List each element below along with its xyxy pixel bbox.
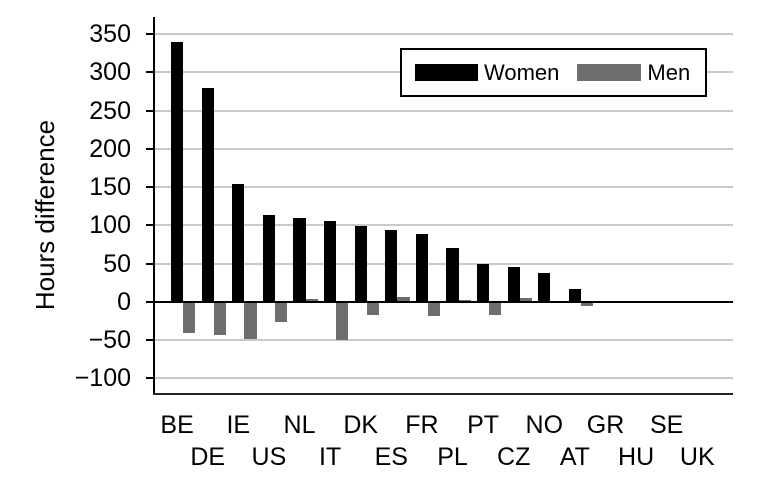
bar-women-be: [171, 41, 184, 302]
legend-swatch-women: [415, 64, 478, 81]
x-axis-spine: [152, 392, 733, 395]
x-tick-label-dk: DK: [343, 411, 379, 439]
bar-women-nl: [293, 217, 306, 302]
y-axis-line: [152, 17, 155, 395]
x-tick-label-it: IT: [318, 443, 342, 471]
x-tick-label-gr: GR: [586, 411, 625, 439]
y-tick-label: 100: [89, 211, 131, 240]
x-tick-label-fr: FR: [405, 411, 439, 439]
y-tick-label: 0: [117, 287, 131, 316]
bar-men-dk: [366, 301, 379, 316]
bar-men-it: [336, 301, 349, 340]
gridline: [154, 33, 733, 35]
x-tick-label-no: NO: [525, 411, 564, 439]
y-tick-label: 50: [103, 249, 131, 278]
y-tick-mark: [146, 300, 154, 303]
gridline: [154, 377, 733, 380]
bar-women-no: [538, 272, 551, 302]
y-tick-label: 150: [89, 173, 131, 201]
x-tick-label-ie: IE: [226, 411, 251, 439]
y-tick-mark: [146, 262, 154, 265]
gridline: [154, 186, 733, 188]
x-tick-label-se: SE: [650, 411, 684, 439]
y-tick-mark: [146, 186, 154, 188]
bar-men-ie: [244, 301, 257, 340]
y-tick-mark: [146, 338, 154, 341]
bar-men-be: [183, 301, 196, 334]
bar-women-it: [324, 220, 337, 302]
legend-label-women: Women: [484, 59, 560, 85]
x-tick-label-pl: PL: [437, 443, 468, 471]
legend: Women Men: [400, 48, 707, 97]
y-tick-label: −100: [74, 364, 131, 393]
bar-men-de: [213, 301, 226, 336]
x-tick-label-cz: CZ: [497, 443, 531, 471]
y-tick-mark: [146, 33, 154, 35]
x-tick-label-pt: PT: [467, 411, 500, 439]
bar-men-cz: [519, 297, 532, 302]
bar-women-us: [262, 215, 275, 302]
x-tick-label-nl: NL: [283, 411, 316, 439]
y-tick-mark: [146, 147, 154, 150]
zero-line: [154, 300, 733, 303]
x-tick-label-de: DE: [190, 443, 226, 471]
bar-women-es: [385, 229, 398, 302]
gridline: [154, 224, 733, 227]
y-tick-mark: [146, 109, 154, 112]
bar-men-fr: [428, 301, 441, 317]
y-tick-label: 300: [89, 58, 131, 87]
legend-label-men: Men: [647, 59, 691, 85]
x-tick-label-es: ES: [374, 443, 408, 471]
x-tick-label-uk: UK: [679, 443, 715, 471]
gridline: [154, 147, 733, 150]
y-tick-label: 200: [89, 134, 131, 163]
y-tick-label: −50: [88, 325, 131, 354]
gridline: [154, 109, 733, 112]
y-tick-mark: [146, 224, 154, 227]
bar-women-pt: [477, 264, 490, 302]
bar-women-pl: [446, 248, 459, 302]
y-tick-mark: [146, 377, 154, 380]
y-tick-label: 350: [89, 20, 131, 48]
gridline: [154, 262, 733, 265]
bar-women-dk: [354, 226, 367, 302]
x-tick-label-be: BE: [160, 411, 194, 439]
bar-women-fr: [415, 233, 428, 302]
legend-swatch-men: [577, 64, 642, 81]
gridline: [154, 338, 733, 341]
y-tick-mark: [146, 71, 154, 74]
bar-women-cz: [507, 266, 520, 302]
x-tick-label-at: AT: [559, 443, 590, 471]
bar-women-at: [568, 288, 581, 302]
bar-men-at: [581, 301, 594, 307]
bar-men-us: [275, 301, 288, 323]
bar-men-pt: [489, 301, 502, 316]
bar-women-ie: [232, 183, 245, 302]
y-tick-label: 250: [89, 96, 131, 125]
bar-women-de: [201, 88, 214, 302]
bar-men-es: [397, 297, 410, 302]
x-tick-label-hu: HU: [618, 443, 655, 471]
x-tick-label-us: US: [251, 443, 287, 471]
